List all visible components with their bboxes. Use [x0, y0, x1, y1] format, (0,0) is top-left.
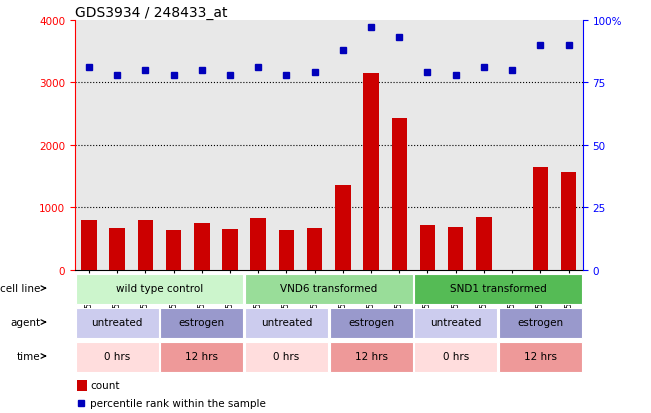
Text: 12 hrs: 12 hrs: [524, 351, 557, 361]
Text: 12 hrs: 12 hrs: [186, 351, 218, 361]
Bar: [363, 74, 379, 270]
Bar: [160, 308, 243, 338]
Bar: [476, 218, 492, 270]
Bar: [561, 173, 576, 270]
Bar: [420, 225, 436, 270]
Text: untreated: untreated: [261, 317, 312, 327]
Text: GDS3934 / 248433_at: GDS3934 / 248433_at: [75, 6, 227, 20]
Bar: [279, 231, 294, 270]
Bar: [448, 228, 464, 270]
Text: wild type control: wild type control: [116, 283, 203, 293]
Bar: [76, 342, 159, 372]
Text: time: time: [17, 351, 40, 361]
Text: cell line: cell line: [0, 283, 40, 293]
Text: estrogen: estrogen: [179, 317, 225, 327]
Bar: [307, 228, 322, 270]
Text: percentile rank within the sample: percentile rank within the sample: [90, 398, 266, 408]
Bar: [245, 342, 328, 372]
Bar: [77, 380, 87, 392]
Bar: [251, 219, 266, 270]
Bar: [499, 342, 582, 372]
Bar: [76, 308, 159, 338]
Text: estrogen: estrogen: [518, 317, 563, 327]
Bar: [245, 274, 413, 304]
Bar: [329, 308, 413, 338]
Bar: [414, 308, 497, 338]
Bar: [329, 342, 413, 372]
Bar: [533, 167, 548, 270]
Bar: [137, 221, 153, 270]
Text: 12 hrs: 12 hrs: [355, 351, 387, 361]
Bar: [222, 230, 238, 270]
Bar: [194, 223, 210, 270]
Bar: [499, 308, 582, 338]
Text: 0 hrs: 0 hrs: [443, 351, 469, 361]
Bar: [414, 274, 582, 304]
Text: count: count: [90, 380, 120, 391]
Bar: [160, 342, 243, 372]
Bar: [109, 228, 125, 270]
Text: estrogen: estrogen: [348, 317, 394, 327]
Bar: [414, 342, 497, 372]
Text: 0 hrs: 0 hrs: [104, 351, 130, 361]
Text: 0 hrs: 0 hrs: [273, 351, 299, 361]
Text: SND1 transformed: SND1 transformed: [450, 283, 546, 293]
Text: VND6 transformed: VND6 transformed: [280, 283, 378, 293]
Text: agent: agent: [10, 317, 40, 327]
Bar: [391, 119, 407, 270]
Text: untreated: untreated: [92, 317, 143, 327]
Bar: [166, 231, 182, 270]
Text: untreated: untreated: [430, 317, 481, 327]
Bar: [245, 308, 328, 338]
Bar: [335, 186, 351, 270]
Bar: [81, 220, 97, 270]
Bar: [76, 274, 243, 304]
